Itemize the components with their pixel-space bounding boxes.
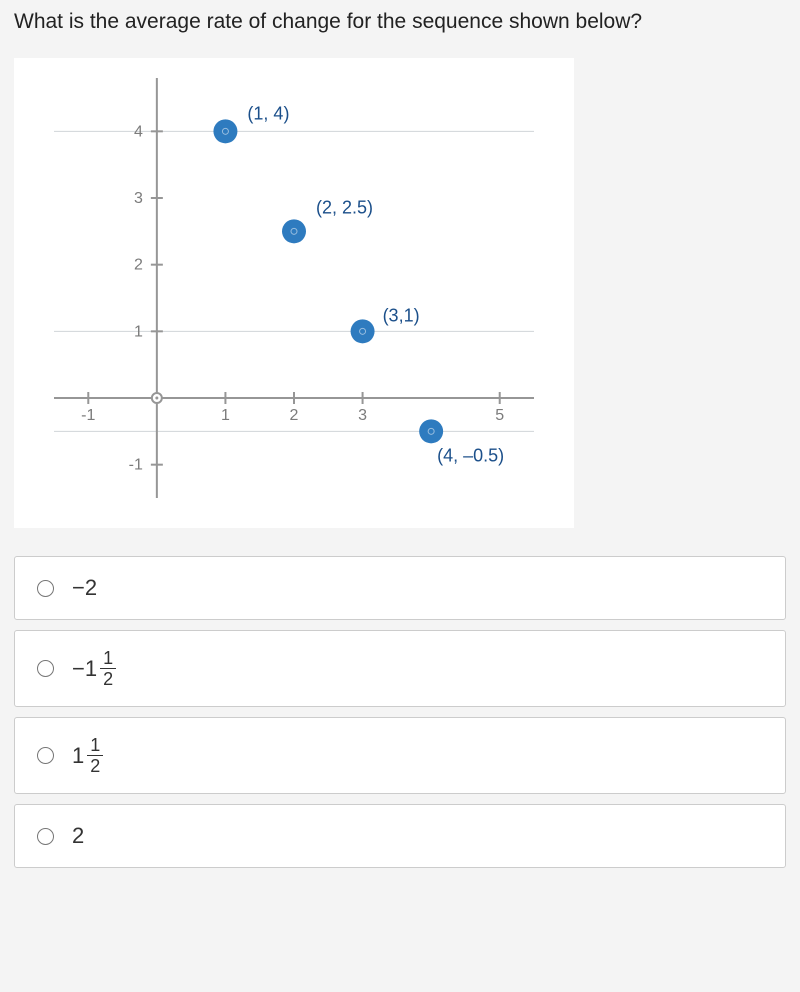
svg-text:-1: -1: [81, 407, 95, 424]
answer-option[interactable]: 112: [14, 717, 786, 794]
answer-radio[interactable]: [37, 828, 54, 845]
answer-option[interactable]: −112: [14, 630, 786, 707]
svg-text:(2, 2.5): (2, 2.5): [316, 197, 373, 217]
answer-radio[interactable]: [37, 660, 54, 677]
svg-text:-1: -1: [129, 457, 143, 474]
svg-text:(1, 4): (1, 4): [247, 103, 289, 123]
answer-label: 112: [72, 736, 103, 775]
svg-text:5: 5: [495, 407, 504, 424]
chart-panel: -1 1 2 3 5 -1 1 2 3 4 (1, 4) (2, 2.5) (3,1) (4, –0.5): [14, 58, 574, 528]
answer-option[interactable]: 2: [14, 804, 786, 868]
answer-radio[interactable]: [37, 747, 54, 764]
answer-label: −2: [72, 575, 97, 601]
svg-text:3: 3: [358, 407, 367, 424]
svg-text:3: 3: [134, 190, 143, 207]
svg-text:2: 2: [290, 407, 299, 424]
answer-label: −112: [72, 649, 116, 688]
svg-text:1: 1: [134, 323, 143, 340]
answer-radio[interactable]: [37, 580, 54, 597]
svg-text:(3,1): (3,1): [383, 305, 420, 325]
answer-options: −2 −112 112 2: [14, 556, 786, 868]
answer-option[interactable]: −2: [14, 556, 786, 620]
svg-text:(4, –0.5): (4, –0.5): [437, 445, 504, 465]
svg-text:2: 2: [134, 257, 143, 274]
svg-text:1: 1: [221, 407, 230, 424]
svg-text:4: 4: [134, 123, 143, 140]
scatter-chart: -1 1 2 3 5 -1 1 2 3 4 (1, 4) (2, 2.5) (3,1) (4, –0.5): [14, 58, 574, 528]
answer-label: 2: [72, 823, 84, 849]
question-container: What is the average rate of change for t…: [0, 0, 800, 868]
question-text: What is the average rate of change for t…: [14, 10, 786, 34]
